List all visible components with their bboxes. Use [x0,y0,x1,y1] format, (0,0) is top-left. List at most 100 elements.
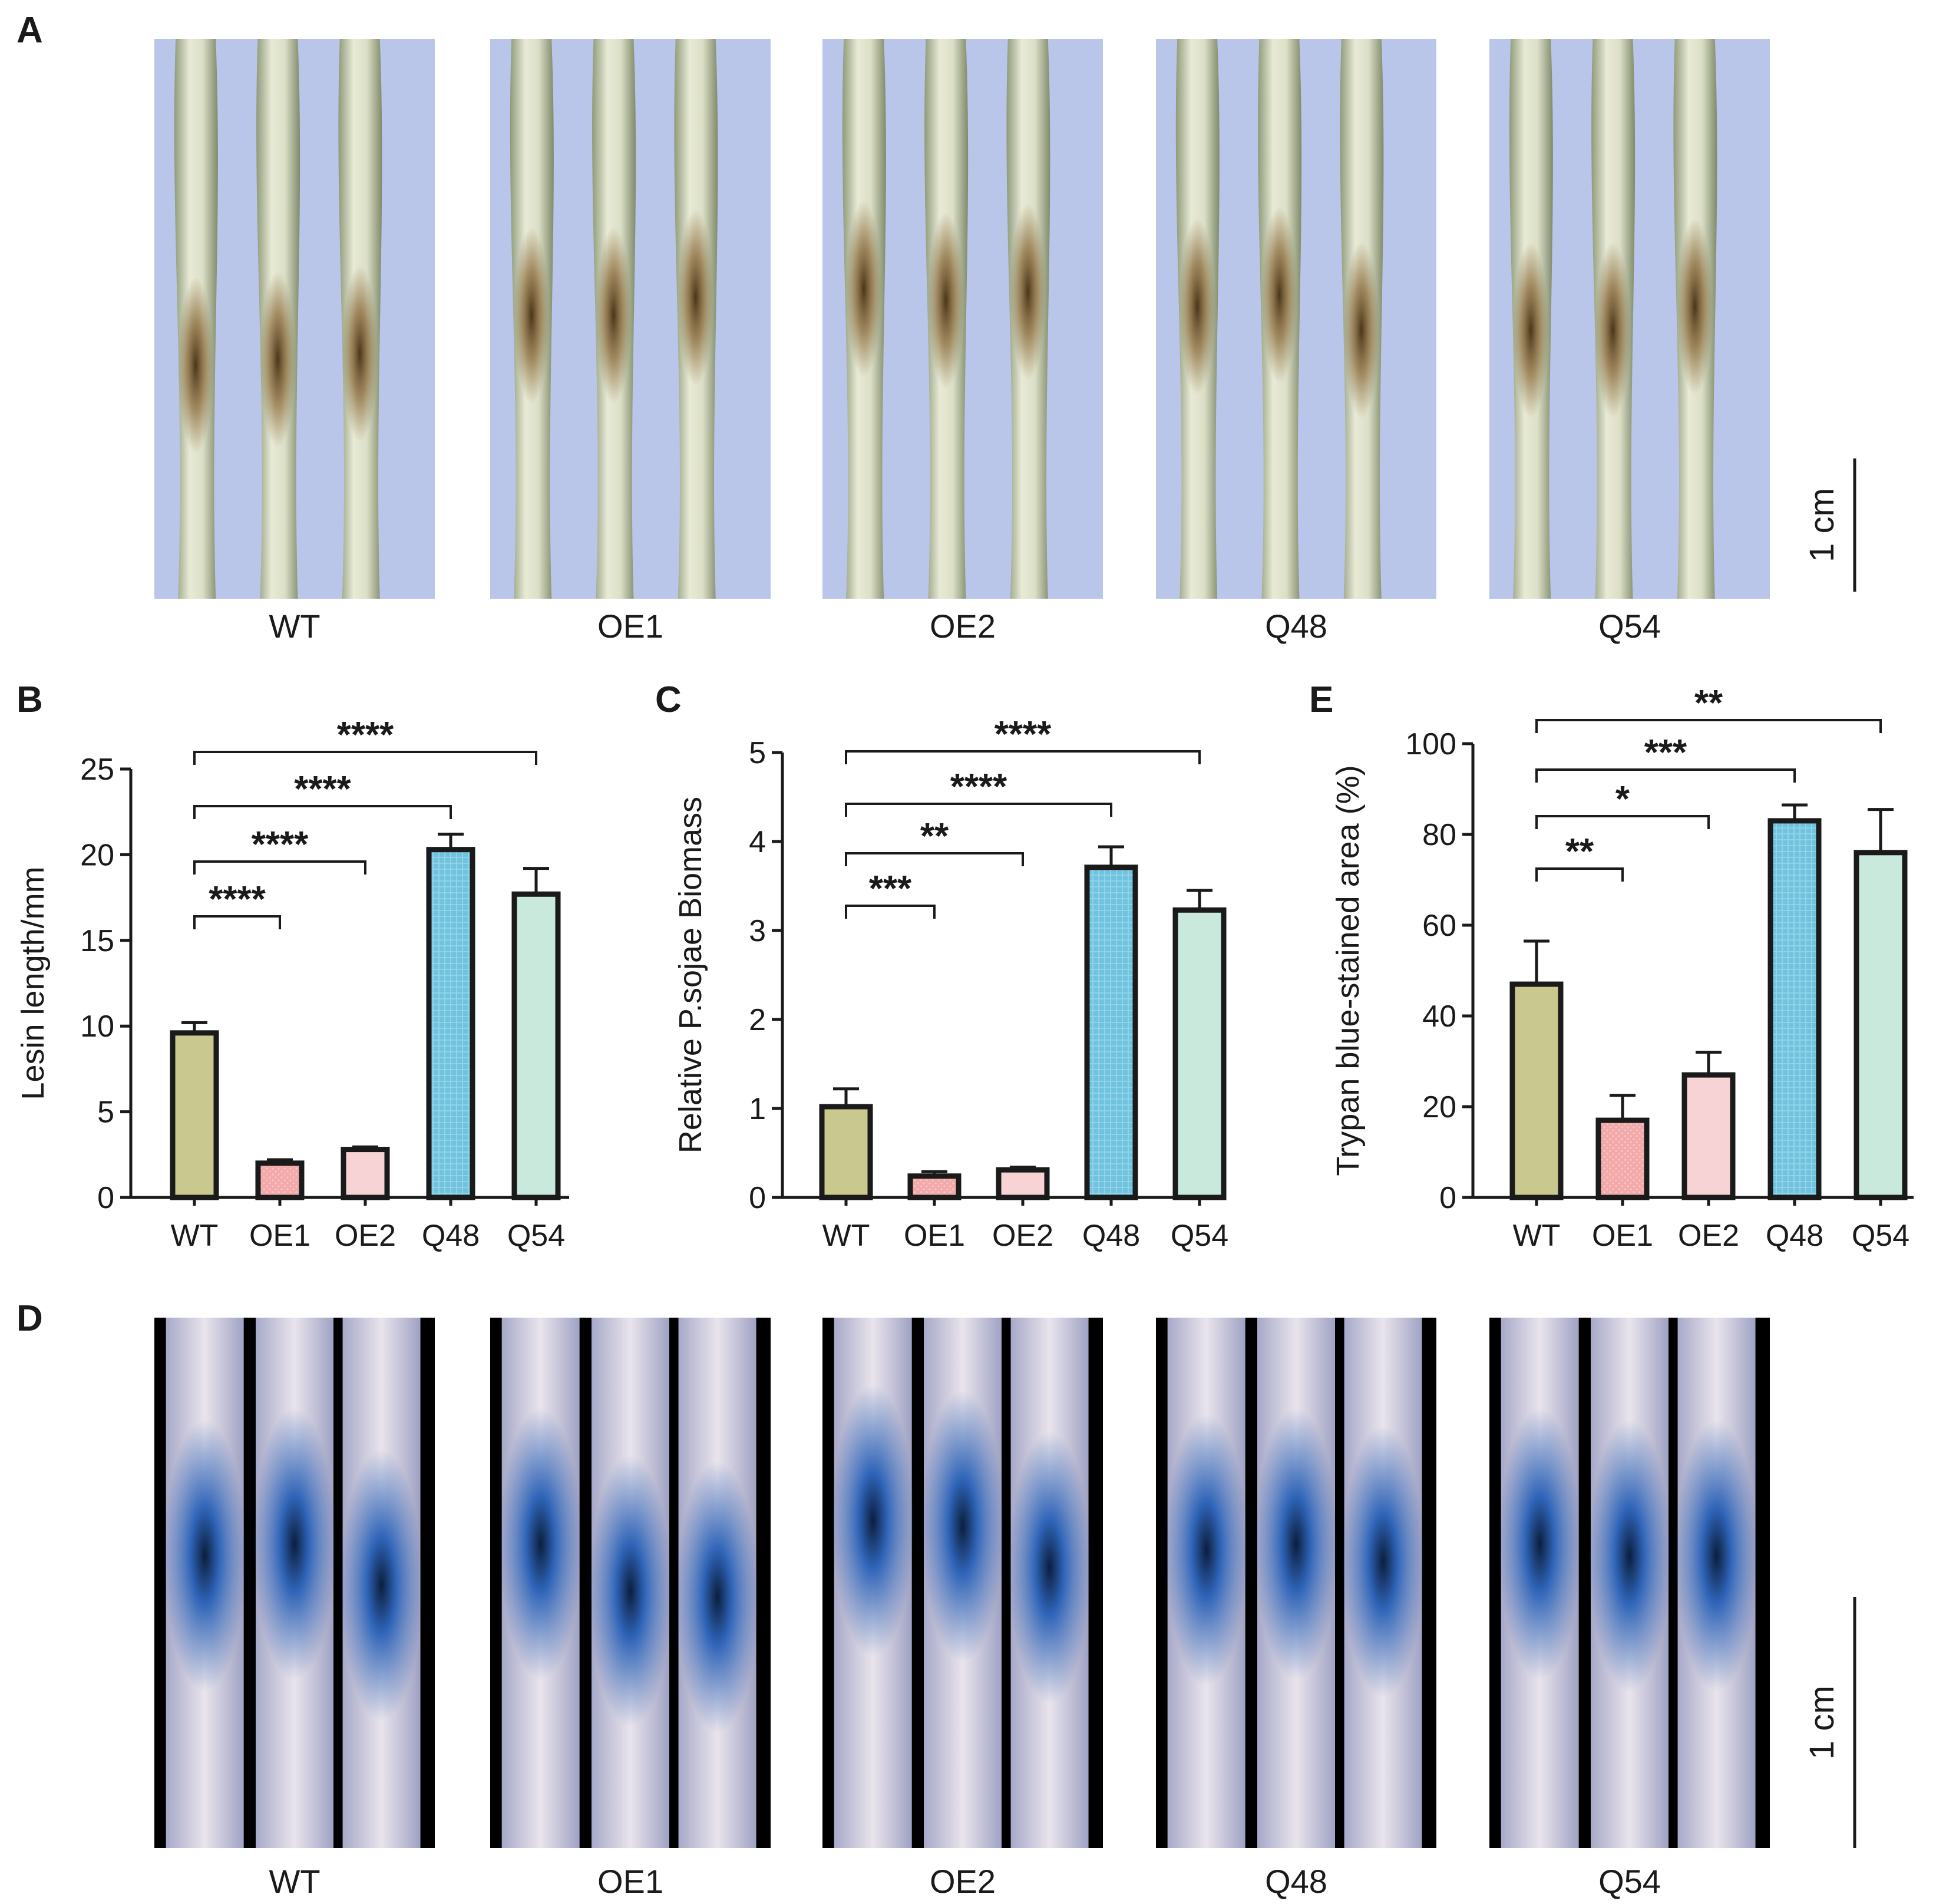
significance-bracket [1535,867,1624,882]
y-tick-label: 15 [80,924,114,958]
y-tick-label: 60 [1422,909,1456,943]
y-axis-label: Lesin length/mm [15,866,51,1100]
photo-d-stain [1342,1426,1425,1697]
significance-label: **** [209,879,266,920]
photo-a-lesion [928,212,964,389]
significance-label: ** [920,816,949,857]
bar-oe2 [1681,1072,1736,1200]
chart-e: 0 20 40 60 80 100 Trypan blue-stained area (%)… [1330,683,1914,1253]
x-tick-label: WT [1513,1219,1561,1253]
photo-d-stain [1165,1414,1248,1685]
significance-bracket [845,803,1112,817]
photo-a-lesion [596,227,632,404]
significance-bracket [1535,719,1882,733]
significance-label: *** [1644,732,1687,773]
significance-bracket [845,852,1024,866]
photo-a-lesion [1343,242,1379,418]
significance-label: **** [294,769,351,810]
significance-label: **** [950,767,1007,807]
photo-a-lesion [514,227,550,404]
panel-letter-b: B [16,679,43,720]
significance-bracket [845,905,936,919]
x-tick-label: Q48 [1082,1219,1140,1253]
photo-a-label: WT [269,608,320,645]
y-tick-label: 20 [1422,1090,1456,1124]
y-axis-label: Trypan blue-stained area (%) [1330,765,1366,1176]
photo-a-label: OE2 [930,608,996,645]
photo-d-label: OE2 [930,1863,996,1900]
photo-a-label: OE1 [597,608,663,645]
photo-d-stain [1588,1420,1671,1691]
y-axis-label: Relative P.sojae Biomass [673,797,708,1153]
photo-a-label: Q48 [1265,608,1327,645]
significance-label: * [1615,779,1630,820]
photo-d-stain [1008,1432,1091,1703]
photo-d-label: WT [269,1863,320,1900]
significance-label: **** [337,715,394,755]
bar-wt [170,1030,219,1200]
x-tick-label: OE1 [904,1219,965,1253]
y-tick-label: 0 [749,1181,766,1215]
x-tick-label: OE2 [1678,1219,1739,1253]
y-tick-label: 5 [97,1095,114,1130]
chart-c: 0 1 2 3 4 5 Relative P.sojae Biomass WT OE1 OE2 Q4… [673,714,1228,1253]
photo-a-lesion [678,209,713,386]
y-tick-label: 40 [1422,999,1456,1034]
photo-a-lesion [1010,203,1046,380]
photo-d-label: Q54 [1598,1863,1661,1900]
panel-letter-d: D [16,1298,43,1339]
x-tick-label: Q54 [1852,1219,1909,1253]
bar-q48 [1084,864,1138,1200]
bar-q54 [1854,850,1908,1200]
y-tick-label: 0 [97,1181,114,1215]
photo-a-lesion [846,200,882,377]
significance-bracket [193,860,366,875]
photo-d-stain [1498,1408,1581,1679]
bar-oe2 [996,1167,1050,1200]
x-tick-label: OE2 [992,1219,1053,1253]
significance-bracket [193,915,281,929]
significance-bracket [1535,815,1710,829]
photo-d-stain [1255,1408,1337,1679]
y-tick-label: 10 [80,1009,114,1044]
panel-letter-c: C [655,679,682,720]
y-tick-label: 2 [749,1003,766,1037]
significance-bracket [845,750,1201,764]
bar-oe1 [255,1160,305,1200]
significance-label: ** [1565,831,1594,872]
significance-label: *** [869,869,912,909]
significance-bracket [1535,768,1796,783]
photo-a-lesion [1513,242,1549,418]
x-tick-label: OE2 [335,1219,396,1253]
significance-label: ** [1694,683,1723,724]
photo-d-stain [340,1450,423,1721]
y-tick-label: 3 [749,914,766,948]
scale-bar-a-label: 1 cm [1803,488,1841,562]
significance-label: **** [995,714,1052,755]
bar-oe1 [1595,1117,1650,1200]
photo-d-stain [589,1456,672,1727]
chart-b: 0 5 10 15 20 25 Lesin length/mm WT OE1 OE2 Q48 Q54 *… [15,715,569,1253]
photo-d-stain [499,1408,582,1679]
photo-d-stain [1675,1420,1758,1691]
x-tick-label: WT [171,1219,219,1253]
bar-q54 [1172,907,1227,1200]
significance-label: **** [252,824,309,865]
y-tick-label: 100 [1405,727,1456,761]
photo-a-lesion [178,277,214,454]
significance-bracket [193,805,452,819]
photo-row-a: WT OE1 OE2 Q48 Q54 1 cm [154,39,1856,645]
photo-d-label: Q48 [1265,1863,1327,1900]
y-tick-label: 20 [80,838,114,872]
significance-bracket [193,751,537,765]
photo-d-stain [676,1461,759,1733]
photo-d-label: OE1 [597,1863,663,1900]
x-tick-label: Q54 [1171,1219,1228,1253]
panel-letter-a: A [16,10,43,51]
scale-bar-d-label: 1 cm [1803,1685,1841,1760]
y-tick-label: 25 [80,753,114,787]
photo-a-label: Q54 [1598,608,1661,645]
photo-d-stain [831,1385,914,1656]
x-tick-label: OE1 [1592,1219,1653,1253]
